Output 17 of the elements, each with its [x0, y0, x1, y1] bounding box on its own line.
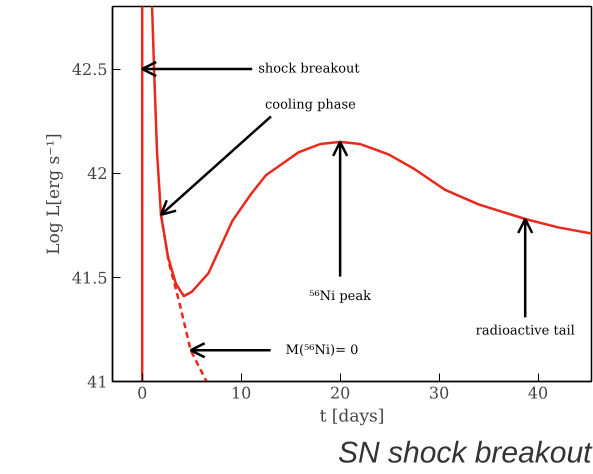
annotation: M(⁵⁶Ni)= 0: [286, 342, 358, 358]
annotation: shock breakout: [258, 62, 360, 76]
y-axis-title: Log L[erg s⁻¹]: [44, 133, 64, 255]
x-axis-title: t [days]: [320, 406, 384, 426]
x-tick-label: 20: [330, 384, 350, 402]
x-tick-label: 10: [230, 384, 252, 402]
y-tick-label: 42: [87, 164, 108, 184]
y-tick-label: 41: [87, 372, 108, 392]
x-tick-label: 30: [428, 384, 450, 402]
annotation: cooling phase: [264, 97, 356, 112]
x-tick-label: 0: [137, 384, 148, 402]
y-tick-label: 42.5: [72, 60, 108, 79]
text: SN shock breakout: [338, 436, 593, 470]
annotation: ⁵⁶Ni peak: [309, 289, 372, 304]
y-tick-label: 41.5: [72, 268, 108, 288]
x-tick-label: 40: [528, 384, 548, 402]
annotation: radioactive tail: [476, 324, 575, 339]
